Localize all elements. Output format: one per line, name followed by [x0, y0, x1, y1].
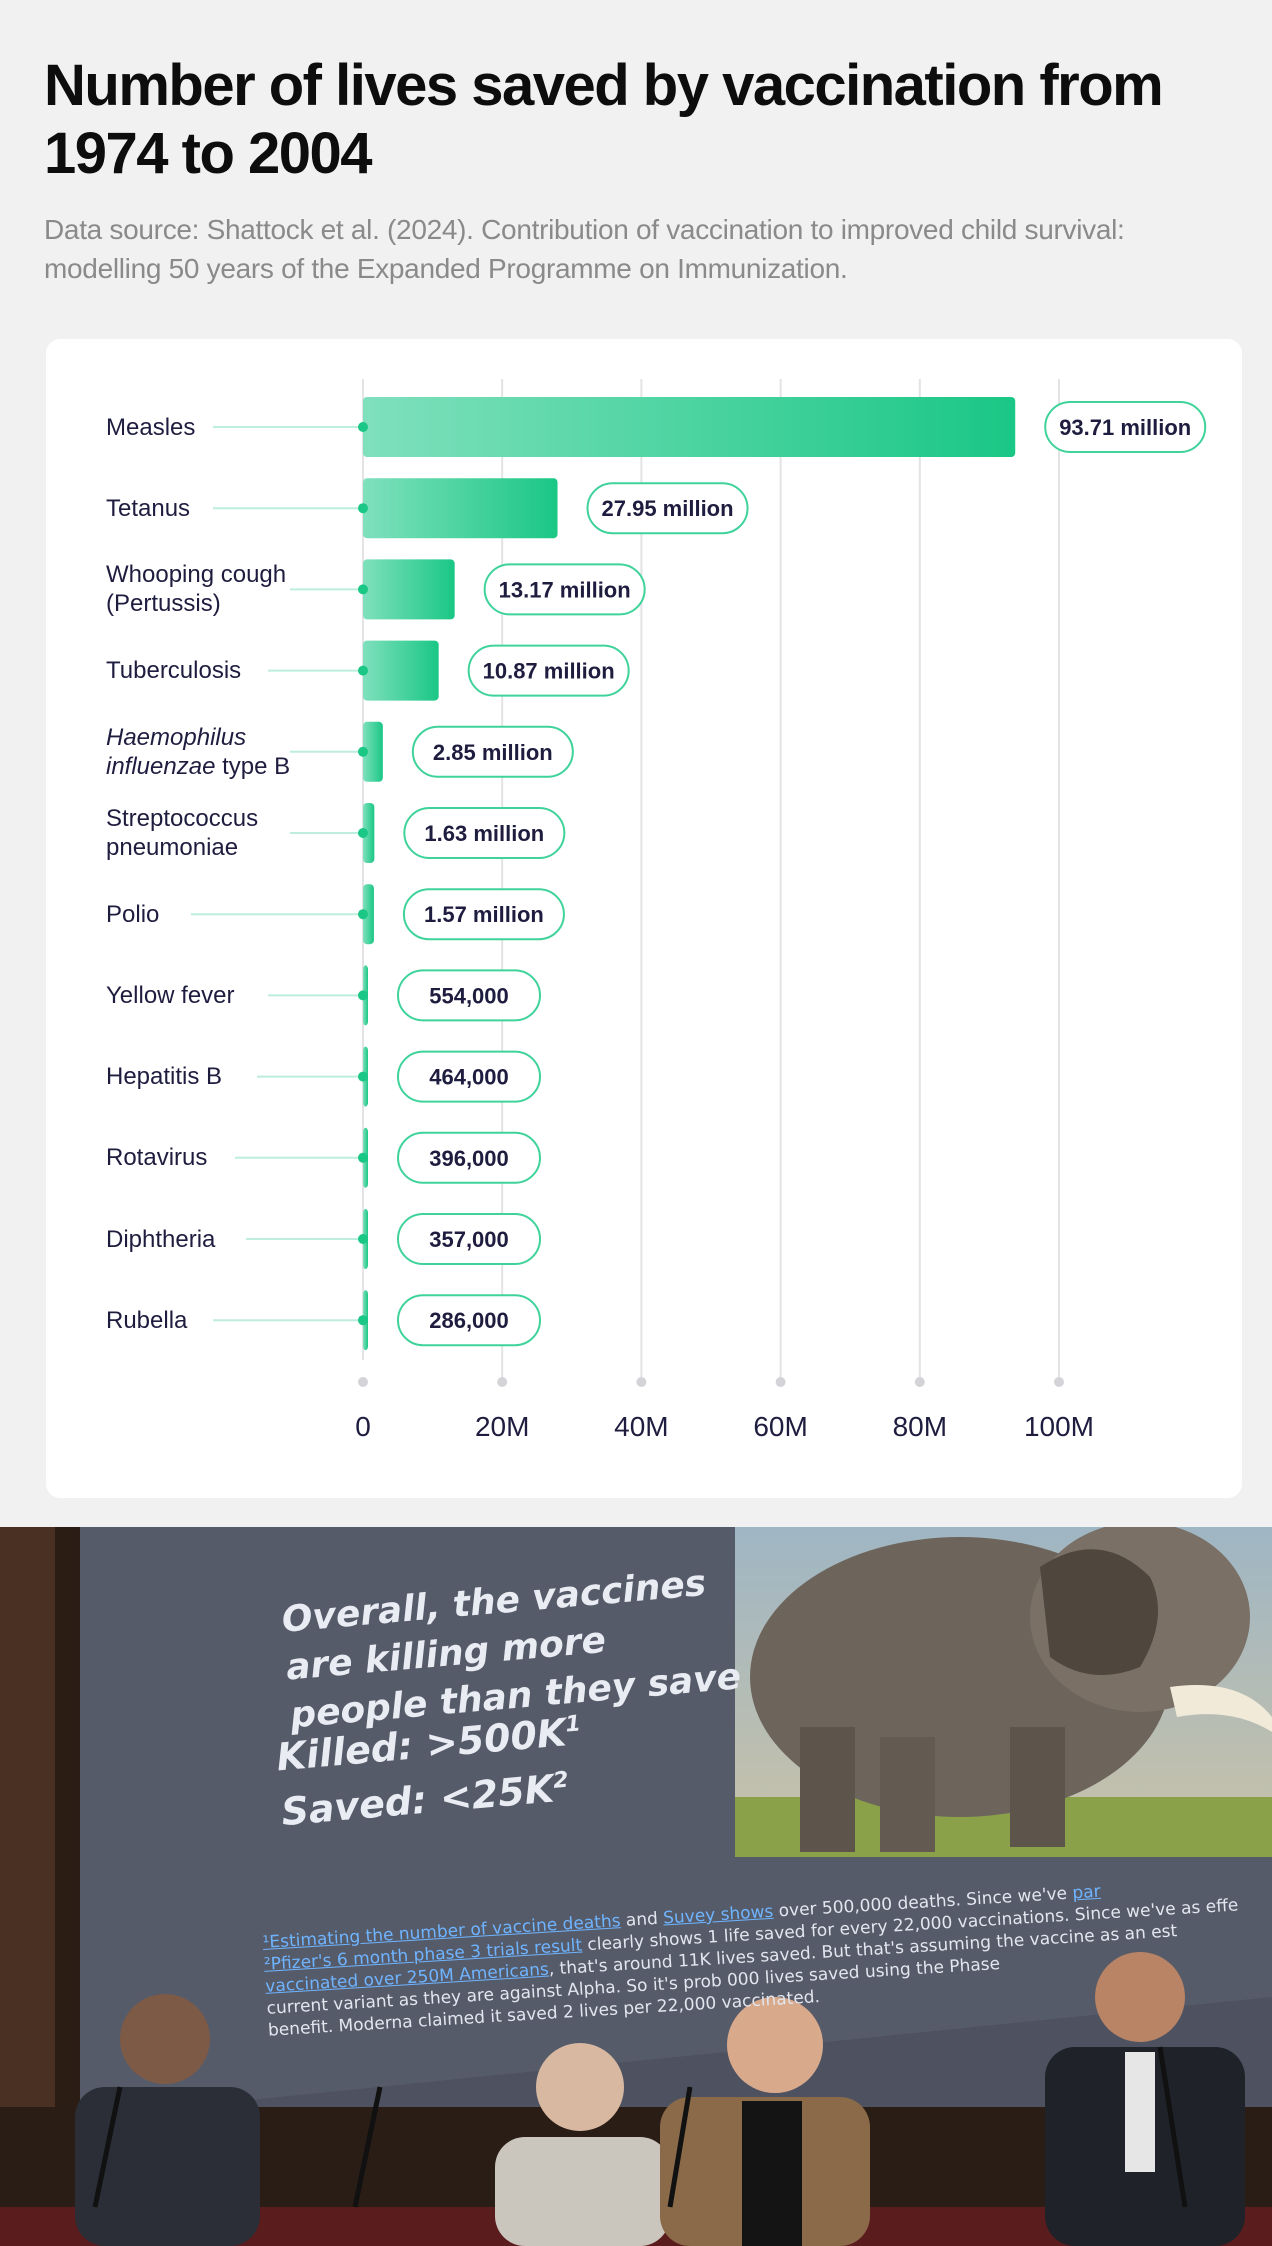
category-label: Yellow fever: [106, 981, 235, 1009]
value-label: 93.71 million: [1059, 415, 1191, 440]
category-label: Tuberculosis: [106, 657, 242, 685]
x-tick-label: 80M: [892, 1411, 948, 1442]
bar-anchor-dot: [358, 665, 368, 676]
value-label: 2.85 million: [433, 740, 553, 765]
value-pill: [467, 644, 630, 697]
category-label: Polio: [106, 900, 160, 928]
bar-anchor-dot: [358, 990, 368, 1001]
axis-dot: [1054, 1377, 1064, 1387]
x-tick-label: 40M: [614, 1411, 669, 1442]
axis-dot: [914, 1377, 925, 1387]
microphones: [92, 2046, 1188, 2208]
category-label: Haemophilus influenzae type B: [106, 723, 291, 780]
elephant-image: [735, 1527, 1272, 1857]
bar-anchor-dot: [358, 909, 368, 920]
axis-dot: [775, 1377, 786, 1387]
x-tick-label: 100M: [1023, 1411, 1095, 1442]
bar: [363, 478, 558, 539]
value-pill: [397, 1213, 541, 1265]
axis-dot: [358, 1377, 368, 1387]
data-source-note: Data source: Shattock et al. (2024). Con…: [44, 214, 1125, 284]
value-pill: [397, 1294, 541, 1347]
value-pill: [403, 807, 566, 859]
bar-anchor-dot: [358, 1152, 368, 1163]
value-pill: [586, 482, 749, 535]
x-tick-label: 20M: [474, 1411, 530, 1442]
bar-anchor-dot: [358, 1315, 368, 1326]
value-label: 1.57 million: [424, 902, 544, 927]
bar-layer: 93.71 million 27.95 million 13.17 million 1…: [191, 397, 1207, 1351]
panelist-3: [660, 1997, 870, 2246]
axis-dot: [497, 1377, 508, 1387]
chart-card: 93.71 million 27.95 million 13.17 million 1…: [46, 339, 1242, 1498]
bar-anchor-dot: [358, 1234, 368, 1244]
panelist-4: [1045, 1952, 1245, 2246]
x-tick-label: 60M: [753, 1411, 808, 1442]
category-label: Diphtheria: [106, 1225, 216, 1253]
category-label: Rubella: [106, 1306, 188, 1334]
axis-dot: [636, 1377, 647, 1387]
x-tick-label: 0: [355, 1411, 371, 1442]
bar-anchor-dot: [358, 746, 368, 757]
value-label: 13.17 million: [499, 577, 631, 602]
value-label: 10.87 million: [483, 659, 615, 684]
value-pill: [411, 725, 574, 778]
value-label: 27.95 million: [602, 496, 734, 521]
category-label: Tetanus: [106, 494, 191, 522]
bar-anchor-dot: [358, 584, 368, 595]
value-label: 357,000: [429, 1227, 509, 1252]
category-label: Streptococcus pneumoniae: [106, 805, 259, 861]
value-pill: [397, 1050, 541, 1103]
conference-scene: [0, 1527, 1272, 2246]
value-pill: [483, 563, 646, 616]
value-label: 1.63 million: [424, 821, 544, 846]
bar: [363, 884, 374, 945]
bar: [363, 803, 375, 863]
value-pill: [402, 888, 565, 941]
panelist-1: [75, 1994, 260, 2246]
bar-anchor-dot: [358, 503, 368, 514]
category-label: Whooping cough (Pertussis): [106, 561, 287, 618]
value-pill: [397, 1131, 541, 1184]
value-label: 554,000: [429, 983, 509, 1008]
bar-anchor-dot: [358, 422, 368, 432]
value-label: 286,000: [429, 1308, 509, 1333]
value-label: 464,000: [429, 1065, 509, 1090]
conference-photo: Overall, the vaccines are killing more p…: [0, 1527, 1272, 2246]
panelist-2: [495, 2043, 670, 2246]
page-title: Number of lives saved by vaccination fro…: [44, 53, 1164, 186]
bar: [363, 559, 455, 620]
category-label: Measles: [106, 413, 196, 441]
bar: [363, 397, 1016, 457]
category-label: Rotavirus: [106, 1144, 208, 1172]
category-label: Hepatitis B: [106, 1063, 223, 1091]
bar: [363, 640, 439, 701]
grid-layer: [358, 379, 1064, 1387]
value-label: 396,000: [429, 1146, 509, 1171]
value-pill: [1044, 401, 1207, 453]
bar: [363, 721, 383, 782]
value-pill: [397, 969, 541, 1022]
bar-anchor-dot: [358, 828, 368, 838]
bar-anchor-dot: [358, 1071, 368, 1082]
bar-chart: 93.71 million 27.95 million 13.17 million 1…: [191, 379, 1207, 1387]
